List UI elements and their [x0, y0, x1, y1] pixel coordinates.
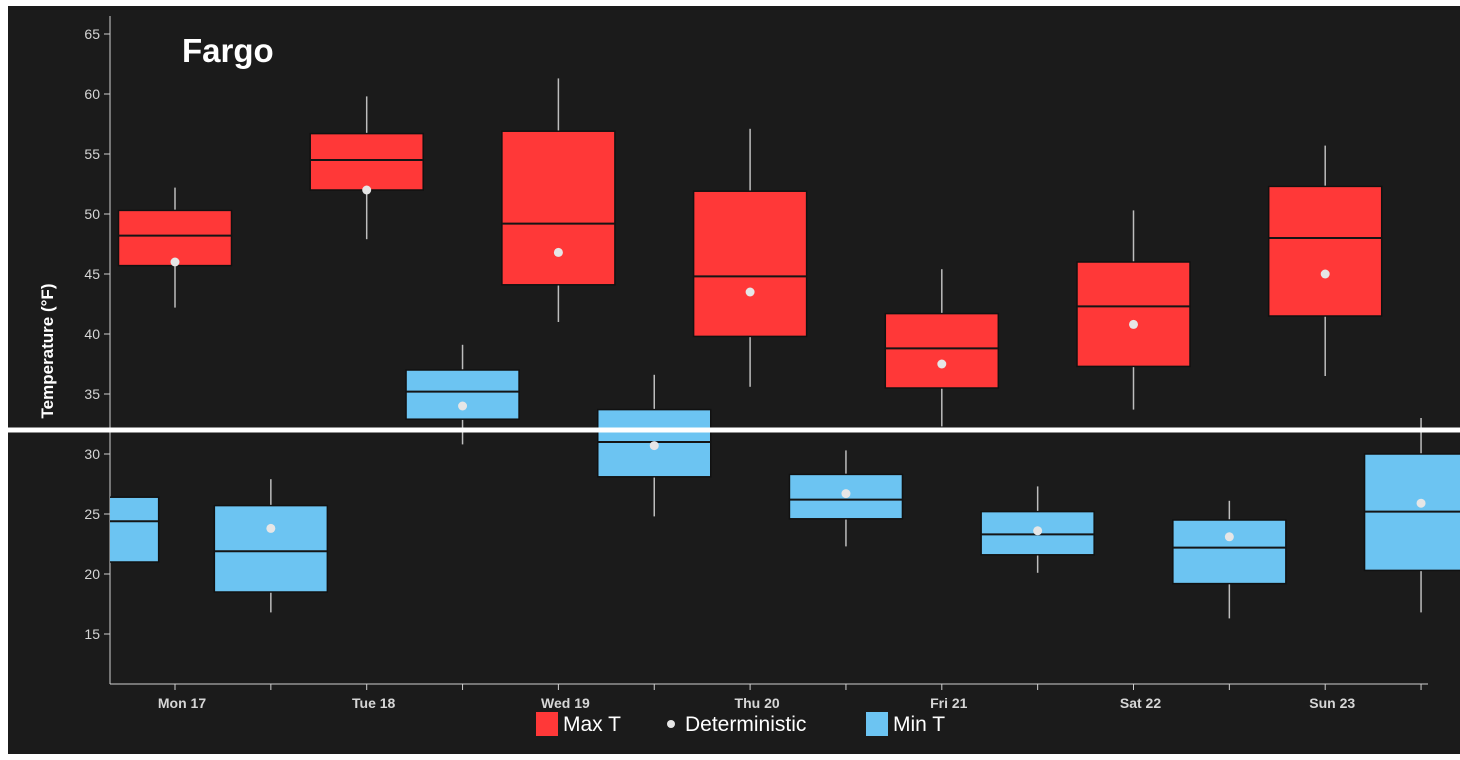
legend-swatch	[536, 712, 558, 736]
chart-panel: 15 20 25 30 35 40 45 50 55 60 65 Mon 17 Tue 18 Wed 19…	[8, 6, 1460, 754]
max-t-box	[884, 269, 1000, 427]
y-axis-title: Temperature (°F)	[38, 284, 57, 419]
max-t-box	[309, 96, 424, 240]
x-tick-label: Mon 17	[158, 695, 206, 711]
min-t-deterministic-point	[1033, 526, 1043, 536]
legend-item: Min T	[866, 712, 945, 736]
max-t-iqr-box	[501, 130, 616, 286]
x-tick-label: Wed 19	[541, 695, 590, 711]
max-t-box	[501, 78, 616, 322]
max-t-iqr-box	[117, 209, 233, 267]
boxes-group	[110, 78, 1460, 619]
legend-dot	[667, 720, 675, 728]
legend: Max T Deterministic Min T	[536, 712, 945, 736]
min-t-box	[213, 479, 329, 613]
max-t-box	[1076, 210, 1191, 410]
legend-label: Max T	[563, 713, 621, 736]
max-t-deterministic-point	[553, 247, 563, 257]
max-t-iqr-box	[1267, 185, 1383, 317]
chart-title: Fargo	[182, 32, 274, 69]
legend-item: Max T	[536, 712, 621, 736]
min-t-deterministic-point	[841, 489, 851, 499]
y-tick-label: 60	[84, 86, 100, 102]
plot-area: 15 20 25 30 35 40 45 50 55 60 65 Mon 17 Tue 18 Wed 19…	[8, 16, 1460, 711]
y-tick-label: 55	[84, 146, 100, 162]
box-plot-chart: 15 20 25 30 35 40 45 50 55 60 65 Mon 17 Tue 18 Wed 19…	[8, 16, 1460, 736]
min-t-iqr-box	[1172, 519, 1287, 585]
legend-label: Deterministic	[685, 713, 806, 736]
x-tick-label: Fri 21	[930, 695, 968, 711]
y-tick-label: 65	[84, 26, 100, 42]
min-t-deterministic-point	[458, 401, 468, 411]
min-t-iqr-box	[213, 504, 329, 593]
max-t-iqr-box	[884, 312, 1000, 389]
x-tick-label: Tue 18	[352, 695, 396, 711]
y-tick-label: 30	[84, 446, 100, 462]
max-t-deterministic-point	[937, 359, 947, 369]
y-tick-label: 15	[84, 626, 100, 642]
max-t-box	[117, 187, 233, 308]
y-tick-label: 25	[84, 506, 100, 522]
y-tick-label: 40	[84, 326, 100, 342]
x-tick-label: Thu 20	[735, 695, 780, 711]
min-t-iqr-box	[110, 496, 160, 563]
y-tick-label: 50	[84, 206, 100, 222]
y-tick-label: 20	[84, 566, 100, 582]
x-tick-label: Sat 22	[1120, 695, 1161, 711]
y-tick-label: 45	[84, 266, 100, 282]
legend-label: Min T	[893, 713, 945, 736]
min-t-box	[597, 374, 712, 517]
legend-swatch	[866, 712, 888, 736]
min-t-deterministic-point	[1416, 498, 1426, 508]
min-t-box	[110, 496, 160, 563]
min-t-box	[788, 450, 904, 547]
min-t-box	[1172, 500, 1287, 619]
min-t-box	[980, 486, 1095, 573]
min-t-deterministic-point	[649, 441, 659, 451]
min-t-box	[1363, 418, 1460, 613]
legend-item: Deterministic	[667, 713, 806, 736]
max-t-box	[1267, 145, 1383, 376]
max-t-iqr-box	[1076, 261, 1191, 368]
max-t-deterministic-point	[745, 287, 755, 297]
max-t-deterministic-point	[170, 257, 180, 267]
max-t-box	[692, 128, 808, 387]
max-t-deterministic-point	[1129, 319, 1138, 329]
max-t-deterministic-point	[362, 185, 372, 195]
min-t-box	[405, 344, 520, 445]
max-t-deterministic-point	[1320, 269, 1330, 279]
min-t-iqr-box	[405, 369, 520, 420]
y-tick-label: 35	[84, 386, 100, 402]
x-tick-label: Sun 23	[1309, 695, 1355, 711]
max-t-iqr-box	[309, 132, 424, 191]
min-t-deterministic-point	[1224, 532, 1234, 542]
max-t-iqr-box	[692, 190, 808, 338]
min-t-deterministic-point	[266, 523, 276, 533]
